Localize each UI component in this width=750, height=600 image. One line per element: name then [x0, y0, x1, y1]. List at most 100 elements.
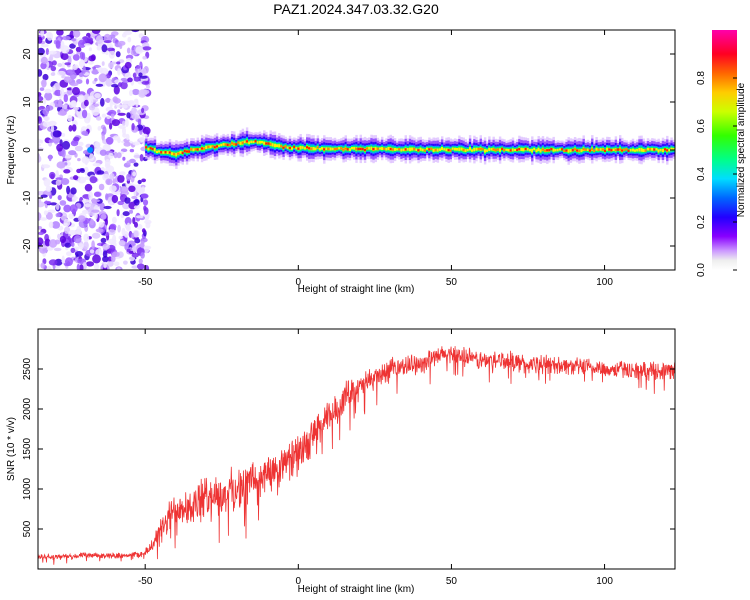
- noise-cell: [117, 68, 121, 76]
- noise-cell: [88, 105, 96, 111]
- noise-cell: [50, 65, 57, 72]
- ridge-cell: [672, 148, 675, 151]
- noise-cell: [111, 119, 121, 127]
- ridge-cell: [445, 148, 448, 152]
- noise-cell: [134, 98, 139, 104]
- noise-cell: [92, 66, 96, 70]
- noise-cell: [69, 43, 76, 49]
- ridge-cell: [338, 147, 341, 150]
- noise-cell: [69, 71, 77, 80]
- noise-cell: [105, 218, 108, 226]
- ridge-cell: [385, 147, 388, 151]
- ridge-peak-cell: [477, 147, 480, 151]
- noise-cell: [43, 178, 51, 187]
- noise-cell: [75, 46, 82, 53]
- ridge-cell: [651, 147, 654, 151]
- ridge-peak-cell: [265, 142, 268, 145]
- noise-cell: [109, 185, 117, 192]
- noise-cell: [60, 88, 65, 97]
- noise-cell: [74, 145, 83, 152]
- noise-cell: [92, 162, 101, 167]
- ridge-cell: [629, 149, 633, 152]
- noise-cell: [46, 32, 54, 41]
- noise-cell: [140, 240, 145, 249]
- ridge-peak-cell: [293, 145, 296, 149]
- ridge-cell: [522, 148, 525, 152]
- spectrogram-x-ticks: -50 0 50 100: [138, 30, 613, 288]
- ridge-peak-cell: [616, 148, 620, 151]
- noise-cell: [142, 126, 151, 135]
- noise-cell: [108, 228, 116, 236]
- noise-cell: [71, 100, 77, 108]
- noise-cell: [115, 51, 121, 58]
- ridge-peak-cell: [479, 147, 482, 151]
- ridge-peak-cell: [561, 148, 564, 151]
- noise-cell: [141, 80, 150, 85]
- noise-cell: [99, 202, 105, 211]
- noise-cell: [131, 107, 137, 115]
- ridge-peak-cell: [308, 147, 311, 150]
- noise-cell: [137, 119, 142, 126]
- noise-cell: [132, 141, 141, 146]
- noise-cell: [57, 233, 61, 240]
- ridge-peak-cell: [357, 147, 360, 151]
- ridge-cell: [520, 147, 523, 151]
- noise-cell: [44, 238, 51, 247]
- ridge-cell: [488, 147, 491, 151]
- noise-cell: [49, 171, 56, 179]
- noise-cell: [71, 38, 76, 42]
- ridge-peak-cell: [183, 149, 187, 153]
- ridge-cell: [464, 149, 467, 152]
- ridge-cell: [321, 147, 324, 150]
- ridge-cell: [374, 146, 377, 151]
- ridge-cell: [263, 141, 266, 145]
- noise-cell: [113, 85, 120, 95]
- noise-cell: [105, 78, 113, 87]
- colorbar-label: Normalized spectral amplitude: [736, 82, 747, 217]
- noise-cell: [141, 107, 145, 114]
- ridge-peak-cell: [619, 148, 622, 151]
- ridge-peak-cell: [593, 149, 596, 152]
- noise-cell: [117, 224, 121, 233]
- ridge-peak-cell: [269, 143, 272, 146]
- noise-cell: [123, 231, 129, 238]
- noise-cell: [71, 124, 77, 132]
- noise-cell: [74, 251, 84, 257]
- noise-cell: [91, 232, 101, 239]
- noise-cell: [59, 235, 67, 244]
- ridge-cell: [634, 149, 637, 152]
- noise-cell: [133, 205, 140, 210]
- noise-cell: [77, 39, 87, 48]
- noise-cell: [124, 217, 132, 226]
- snr-x-label: Height of straight line (km): [298, 584, 415, 595]
- noise-cell: [123, 260, 128, 265]
- colorbar-tick-label: 0.6: [696, 119, 707, 133]
- noise-cell: [41, 164, 51, 169]
- noise-cell: [45, 185, 53, 192]
- ridge-peak-cell: [237, 141, 240, 144]
- ridge-peak-cell: [447, 148, 450, 152]
- noise-cell: [76, 263, 81, 270]
- noise-cell: [127, 77, 133, 83]
- ridge-cell: [556, 148, 560, 152]
- ridge-cell: [486, 149, 489, 152]
- noise-cell: [132, 245, 137, 254]
- ridge-cell: [239, 141, 242, 145]
- ridge-peak-cell: [398, 148, 401, 151]
- ridge-cell: [370, 146, 373, 151]
- ridge-peak-cell: [336, 147, 339, 150]
- noise-cell: [112, 178, 116, 185]
- noise-cell: [81, 156, 90, 164]
- noise-cell: [117, 112, 126, 116]
- ridge-cell: [325, 147, 328, 151]
- ridge-cell: [537, 147, 540, 152]
- ridge-peak-cell: [355, 147, 358, 151]
- ridge-peak-cell: [282, 146, 285, 149]
- noise-cell: [82, 261, 87, 270]
- ridge-cell: [460, 147, 463, 151]
- noise-cell: [83, 209, 89, 214]
- noise-cell: [134, 238, 141, 244]
- ridge-peak-cell: [228, 143, 232, 147]
- noise-cell: [94, 77, 98, 82]
- noise-cell: [110, 113, 115, 118]
